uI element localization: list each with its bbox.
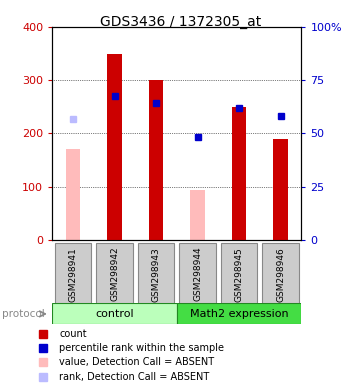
Text: protocol: protocol xyxy=(2,309,44,319)
Text: GSM298941: GSM298941 xyxy=(69,247,78,301)
Text: control: control xyxy=(95,309,134,319)
Bar xyxy=(52,303,177,324)
Text: rank, Detection Call = ABSENT: rank, Detection Call = ABSENT xyxy=(59,372,209,382)
Text: GSM298942: GSM298942 xyxy=(110,247,119,301)
Text: GDS3436 / 1372305_at: GDS3436 / 1372305_at xyxy=(100,15,261,29)
Bar xyxy=(55,243,91,303)
Text: value, Detection Call = ABSENT: value, Detection Call = ABSENT xyxy=(59,358,214,367)
Bar xyxy=(96,243,133,303)
Bar xyxy=(179,243,216,303)
Bar xyxy=(177,303,301,324)
Text: GSM298945: GSM298945 xyxy=(235,247,244,301)
Bar xyxy=(262,243,299,303)
Text: count: count xyxy=(59,329,87,339)
Text: percentile rank within the sample: percentile rank within the sample xyxy=(59,343,224,353)
Text: GSM298944: GSM298944 xyxy=(193,247,202,301)
Bar xyxy=(221,243,257,303)
Bar xyxy=(66,149,81,240)
Text: GSM298943: GSM298943 xyxy=(152,247,161,301)
Bar xyxy=(149,80,164,240)
Bar xyxy=(232,107,247,240)
Text: GSM298946: GSM298946 xyxy=(276,247,285,301)
Bar xyxy=(138,243,174,303)
Bar xyxy=(190,190,205,240)
Text: Math2 expression: Math2 expression xyxy=(190,309,288,319)
Bar xyxy=(107,53,122,240)
Bar xyxy=(273,139,288,240)
